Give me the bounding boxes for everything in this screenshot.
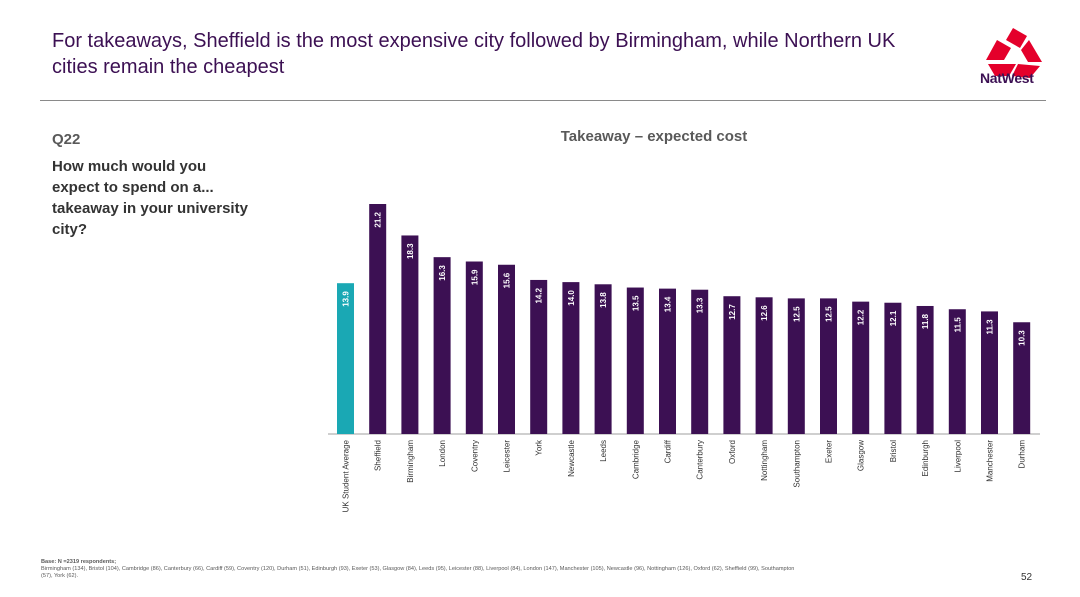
data-label: 14.0 xyxy=(567,290,576,306)
data-label: 10.3 xyxy=(1018,330,1027,346)
data-label: 13.3 xyxy=(696,297,705,313)
bar-uk-student-average xyxy=(337,283,354,434)
bar-leicester xyxy=(498,264,515,434)
data-label: 13.5 xyxy=(631,295,640,311)
bar-cardiff xyxy=(659,288,676,434)
bar-london xyxy=(433,257,451,434)
x-tick-label: Glasgow xyxy=(857,440,866,471)
bar-manchester xyxy=(981,311,998,434)
bar-leeds xyxy=(594,284,612,434)
x-tick-label: Liverpool xyxy=(953,440,962,473)
data-label: 13.8 xyxy=(599,292,608,308)
bar-southampton xyxy=(787,298,805,434)
x-tick-label: Edinburgh xyxy=(921,440,930,476)
data-label: 15.6 xyxy=(503,272,512,288)
bar-bristol xyxy=(884,302,902,434)
data-label: 14.2 xyxy=(535,287,544,303)
header-divider xyxy=(40,100,1046,101)
bar-birmingham xyxy=(401,235,419,434)
data-label: 21.2 xyxy=(374,211,383,227)
bar-exeter xyxy=(820,298,837,434)
base-label: Base: N =2319 respondents; xyxy=(41,559,117,565)
x-tick-label: Manchester xyxy=(986,440,995,482)
data-label: 12.1 xyxy=(889,310,898,326)
bar-edinburgh xyxy=(916,305,934,434)
data-label: 18.3 xyxy=(406,243,415,259)
brand-name: NatWest xyxy=(980,70,1034,86)
bar-durham xyxy=(1013,322,1031,434)
bar-canterbury xyxy=(691,289,709,434)
base-note: Base: N =2319 respondents; Birmingham (1… xyxy=(41,559,801,581)
x-tick-label: Oxford xyxy=(728,440,737,464)
x-tick-label: Canterbury xyxy=(696,440,705,480)
x-tick-label: Cardiff xyxy=(664,439,673,463)
page-number: 52 xyxy=(1021,572,1033,583)
bar-nottingham xyxy=(755,297,773,434)
bar-liverpool xyxy=(948,309,966,434)
data-label: 16.3 xyxy=(438,265,447,281)
x-tick-label: Leeds xyxy=(599,440,608,462)
x-tick-label: UK Student Average xyxy=(342,439,351,512)
question-number: Q22 xyxy=(52,131,81,148)
data-label: 13.9 xyxy=(342,291,351,307)
data-label: 13.4 xyxy=(664,296,673,312)
natwest-logo-icon xyxy=(986,28,1042,78)
bar-oxford xyxy=(723,296,741,434)
data-label: 11.8 xyxy=(921,313,930,329)
data-label: 11.5 xyxy=(953,317,962,333)
x-tick-label: Exeter xyxy=(825,440,834,463)
data-label: 11.3 xyxy=(986,319,995,335)
x-tick-label: Sheffield xyxy=(374,440,383,471)
base-detail: Birmingham (134), Bristol (104), Cambrid… xyxy=(41,566,795,580)
chart-title: Takeaway – expected cost xyxy=(560,128,748,145)
slide-title: For takeaways, Sheffield is the most exp… xyxy=(52,30,896,78)
data-label: 15.9 xyxy=(470,269,479,285)
x-tick-label: Nottingham xyxy=(760,440,769,481)
x-tick-label: Coventry xyxy=(470,440,479,472)
data-label: 12.5 xyxy=(825,306,834,322)
data-label: 12.2 xyxy=(857,309,866,325)
question-text: How much would you expect to spend on a.… xyxy=(52,158,248,238)
data-label: 12.6 xyxy=(760,305,769,321)
data-label: 12.7 xyxy=(728,304,737,320)
x-tick-label: Leicester xyxy=(503,440,512,473)
x-tick-label: Cambridge xyxy=(631,439,640,479)
data-label: 12.5 xyxy=(792,306,801,322)
x-tick-label: Newcastle xyxy=(567,439,576,476)
bar-york xyxy=(530,279,548,434)
x-tick-label: Birmingham xyxy=(406,440,415,483)
x-tick-label: York xyxy=(535,439,544,456)
bar-glasgow xyxy=(852,301,870,434)
bar-newcastle xyxy=(562,282,580,434)
bar-coventry xyxy=(465,261,483,434)
x-tick-label: Durham xyxy=(1018,440,1027,469)
bar-cambridge xyxy=(626,287,644,434)
x-tick-label: Bristol xyxy=(889,440,898,462)
bar-sheffield xyxy=(369,204,387,434)
x-tick-label: London xyxy=(438,440,447,467)
x-tick-label: Southampton xyxy=(792,440,801,488)
